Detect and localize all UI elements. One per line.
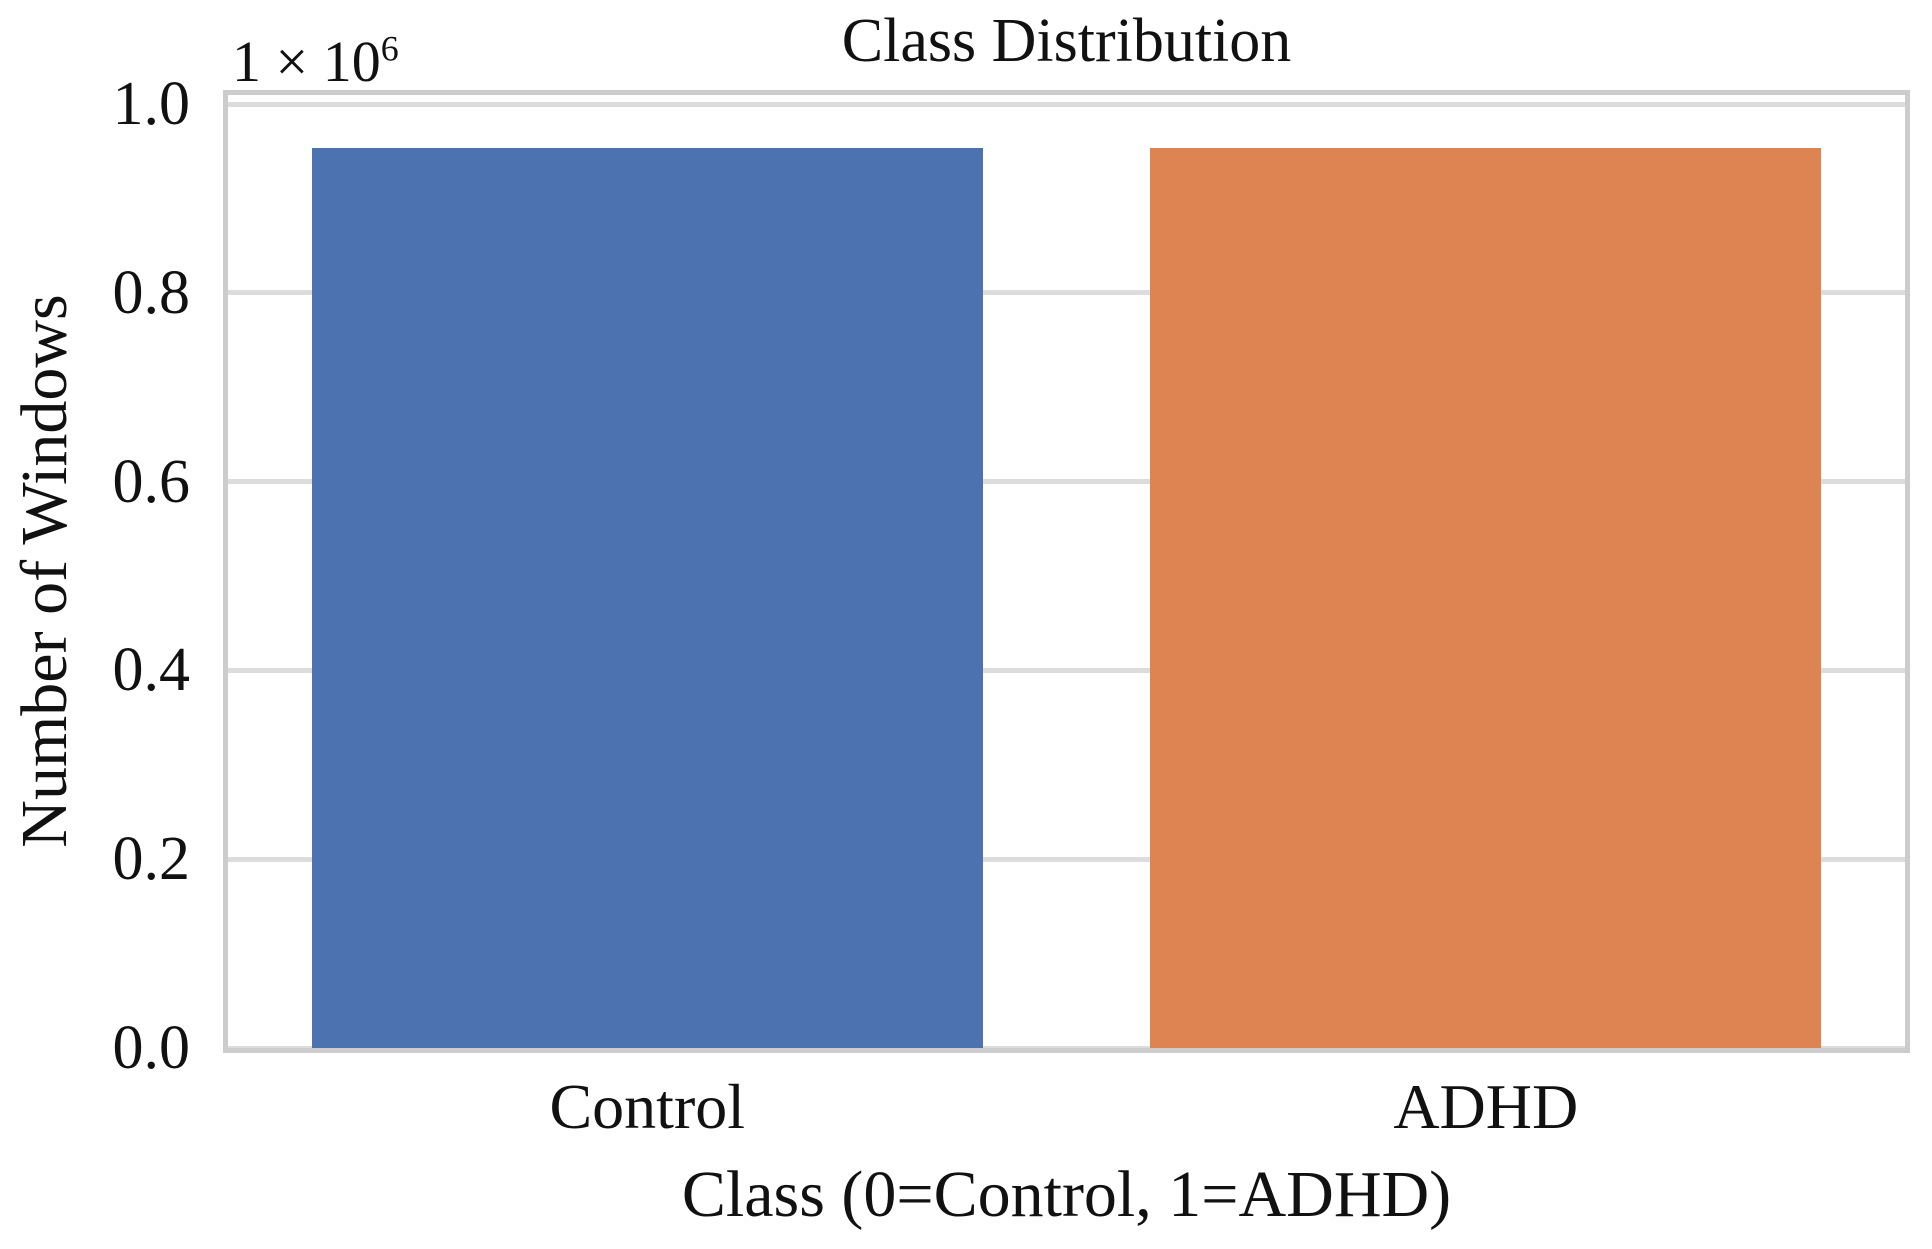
gridline-y-0.6 (228, 479, 1905, 485)
x-tick-label-adhd: ADHD (1393, 1071, 1579, 1142)
offset-exponent: 6 (380, 28, 399, 69)
chart-title: Class Distribution (841, 7, 1292, 75)
bar-control (311, 147, 983, 1048)
y-axis-label: Number of Windows (8, 294, 81, 848)
offset-mantissa: 1 × 10 (232, 29, 381, 94)
y-tick-label-0.0: 0.0 (112, 1014, 191, 1082)
gridline-y-0.8 (228, 290, 1905, 296)
y-axis-offset-label: 1 × 106 (232, 30, 399, 94)
x-axis-label: Class (0=Control, 1=ADHD) (681, 1158, 1452, 1231)
y-tick-label-0.8: 0.8 (112, 258, 191, 327)
bar-adhd (1150, 147, 1822, 1048)
y-tick-label-0.4: 0.4 (112, 636, 191, 705)
gridline-y-1.0 (228, 101, 1905, 107)
gridline-y-0.4 (228, 667, 1905, 673)
x-tick-label-control: Control (549, 1071, 746, 1142)
y-tick-label-1.0: 1.0 (112, 70, 191, 139)
gridline-y-0.2 (228, 856, 1905, 862)
plot-area (223, 90, 1910, 1053)
y-tick-label-0.2: 0.2 (112, 825, 191, 894)
y-tick-label-0.6: 0.6 (112, 447, 191, 516)
